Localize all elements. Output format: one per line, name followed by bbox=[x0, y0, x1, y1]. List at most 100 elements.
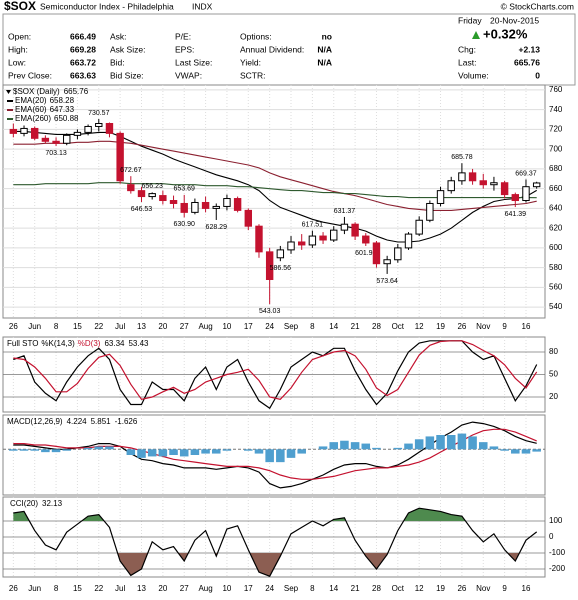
histogram-bar bbox=[393, 447, 403, 450]
histogram-bar bbox=[41, 449, 50, 453]
candle-body bbox=[63, 134, 71, 144]
high-annotation: 617.51 bbox=[302, 221, 324, 228]
legend-title: $SOX (Daily) 665.76 bbox=[13, 87, 89, 96]
histogram-bar bbox=[30, 449, 39, 451]
x-tick-label: 8 bbox=[310, 322, 315, 331]
field-value: 663.72 bbox=[70, 57, 96, 67]
indicator-title: Full STO bbox=[7, 339, 38, 348]
high-annotation: 672.67 bbox=[120, 167, 142, 174]
series-name: %D(3) bbox=[78, 339, 101, 348]
field-label: Open: bbox=[8, 31, 31, 41]
candle-body bbox=[201, 201, 210, 209]
x-tick-label: 20 bbox=[158, 322, 167, 331]
x-tick-label: 8 bbox=[54, 322, 59, 331]
x-tick-label: 26 bbox=[457, 322, 466, 331]
y-tick-label: 20 bbox=[549, 392, 558, 401]
x-tick-label: Nov bbox=[476, 322, 490, 331]
series-last-value: 63.34 bbox=[104, 339, 125, 348]
up-arrow bbox=[472, 31, 480, 39]
exchange: INDX bbox=[192, 1, 213, 11]
x-tick-label: Jul bbox=[115, 322, 125, 331]
y-tick-label: 50 bbox=[549, 370, 558, 379]
candle-body bbox=[522, 186, 530, 202]
candle-body bbox=[362, 235, 370, 244]
field-label: VWAP: bbox=[175, 70, 202, 80]
candle-body bbox=[426, 202, 434, 221]
candle-body bbox=[169, 200, 178, 204]
histogram-bar bbox=[254, 449, 264, 454]
x-tick-label: Oct bbox=[392, 584, 405, 593]
field-label: Low: bbox=[8, 57, 26, 67]
candle-body bbox=[447, 180, 455, 192]
histogram-bar bbox=[83, 447, 93, 450]
series-last-value: 32.13 bbox=[42, 499, 63, 508]
x-tick-label: 21 bbox=[351, 322, 360, 331]
y-tick-label: 700 bbox=[549, 144, 563, 153]
x-tick-label: 26 bbox=[9, 322, 18, 331]
low-annotation: 543.03 bbox=[259, 308, 281, 315]
candle-body bbox=[52, 140, 60, 144]
high-annotation: 669.37 bbox=[515, 170, 537, 177]
histogram-bar bbox=[478, 442, 488, 450]
legend-value: 650.88 bbox=[54, 114, 79, 123]
y-tick-label: -100 bbox=[549, 548, 566, 557]
field-label: Last: bbox=[458, 57, 476, 67]
histogram-bar bbox=[276, 449, 285, 463]
x-tick-label: 22 bbox=[94, 322, 103, 331]
histogram-bar bbox=[126, 449, 136, 455]
field-label: Options: bbox=[240, 31, 272, 41]
candle-body bbox=[287, 241, 295, 251]
x-tick-label: 27 bbox=[180, 322, 189, 331]
histogram-bar bbox=[436, 435, 445, 450]
candle-body bbox=[212, 205, 220, 209]
x-tick-label: 9 bbox=[502, 584, 507, 593]
histogram-bar bbox=[94, 446, 104, 450]
y-tick-label: 720 bbox=[549, 125, 563, 134]
x-tick-label: Oct bbox=[392, 322, 405, 331]
histogram-bar bbox=[137, 449, 146, 458]
y-tick-label: 0 bbox=[549, 532, 554, 541]
histogram-bar bbox=[350, 442, 360, 450]
series-last-value: -1.626 bbox=[115, 417, 138, 426]
candle-body bbox=[223, 198, 231, 207]
candle-body bbox=[20, 127, 28, 134]
candle-body bbox=[372, 242, 381, 265]
x-tick-label: 27 bbox=[180, 584, 189, 593]
candle-body bbox=[255, 225, 263, 253]
high-annotation: 653.69 bbox=[174, 186, 196, 193]
candle-body bbox=[137, 190, 146, 198]
histogram-bar bbox=[286, 449, 296, 458]
candle-body bbox=[276, 249, 285, 259]
histogram-bar bbox=[179, 449, 189, 457]
field-label: Prev Close: bbox=[8, 70, 52, 80]
indicator-title: MACD(12,26,9) bbox=[7, 417, 63, 426]
x-tick-label: 17 bbox=[244, 584, 253, 593]
day: Friday bbox=[458, 15, 482, 25]
series-last-value: 4.224 bbox=[67, 417, 88, 426]
histogram-bar bbox=[511, 449, 520, 454]
series-last-value: 5.851 bbox=[91, 417, 112, 426]
histogram-bar bbox=[361, 443, 371, 450]
histogram-bar bbox=[500, 449, 509, 451]
field-label: EPS: bbox=[175, 44, 194, 54]
x-tick-label: Nov bbox=[476, 584, 490, 593]
x-tick-label: 24 bbox=[265, 584, 274, 593]
y-tick-label: 560 bbox=[549, 283, 563, 292]
x-tick-label: 13 bbox=[137, 322, 146, 331]
chart-title: $SOX (Daily) bbox=[13, 87, 60, 96]
ema-line bbox=[13, 130, 537, 243]
y-tick-label: -200 bbox=[549, 564, 566, 573]
candle-body bbox=[73, 131, 82, 136]
field-label: Last Size: bbox=[175, 57, 212, 67]
candle-body bbox=[148, 193, 156, 198]
x-tick-label: 15 bbox=[73, 322, 82, 331]
x-tick-label: 15 bbox=[73, 584, 82, 593]
y-tick-label: 100 bbox=[549, 516, 563, 525]
field-value: 666.49 bbox=[70, 31, 96, 41]
histogram-bar bbox=[318, 446, 328, 450]
field-label: Volume: bbox=[458, 70, 489, 80]
candle-body bbox=[105, 123, 114, 134]
field-value: N/A bbox=[317, 57, 332, 67]
field-value: N/A bbox=[317, 44, 332, 54]
candle-body bbox=[458, 172, 466, 182]
